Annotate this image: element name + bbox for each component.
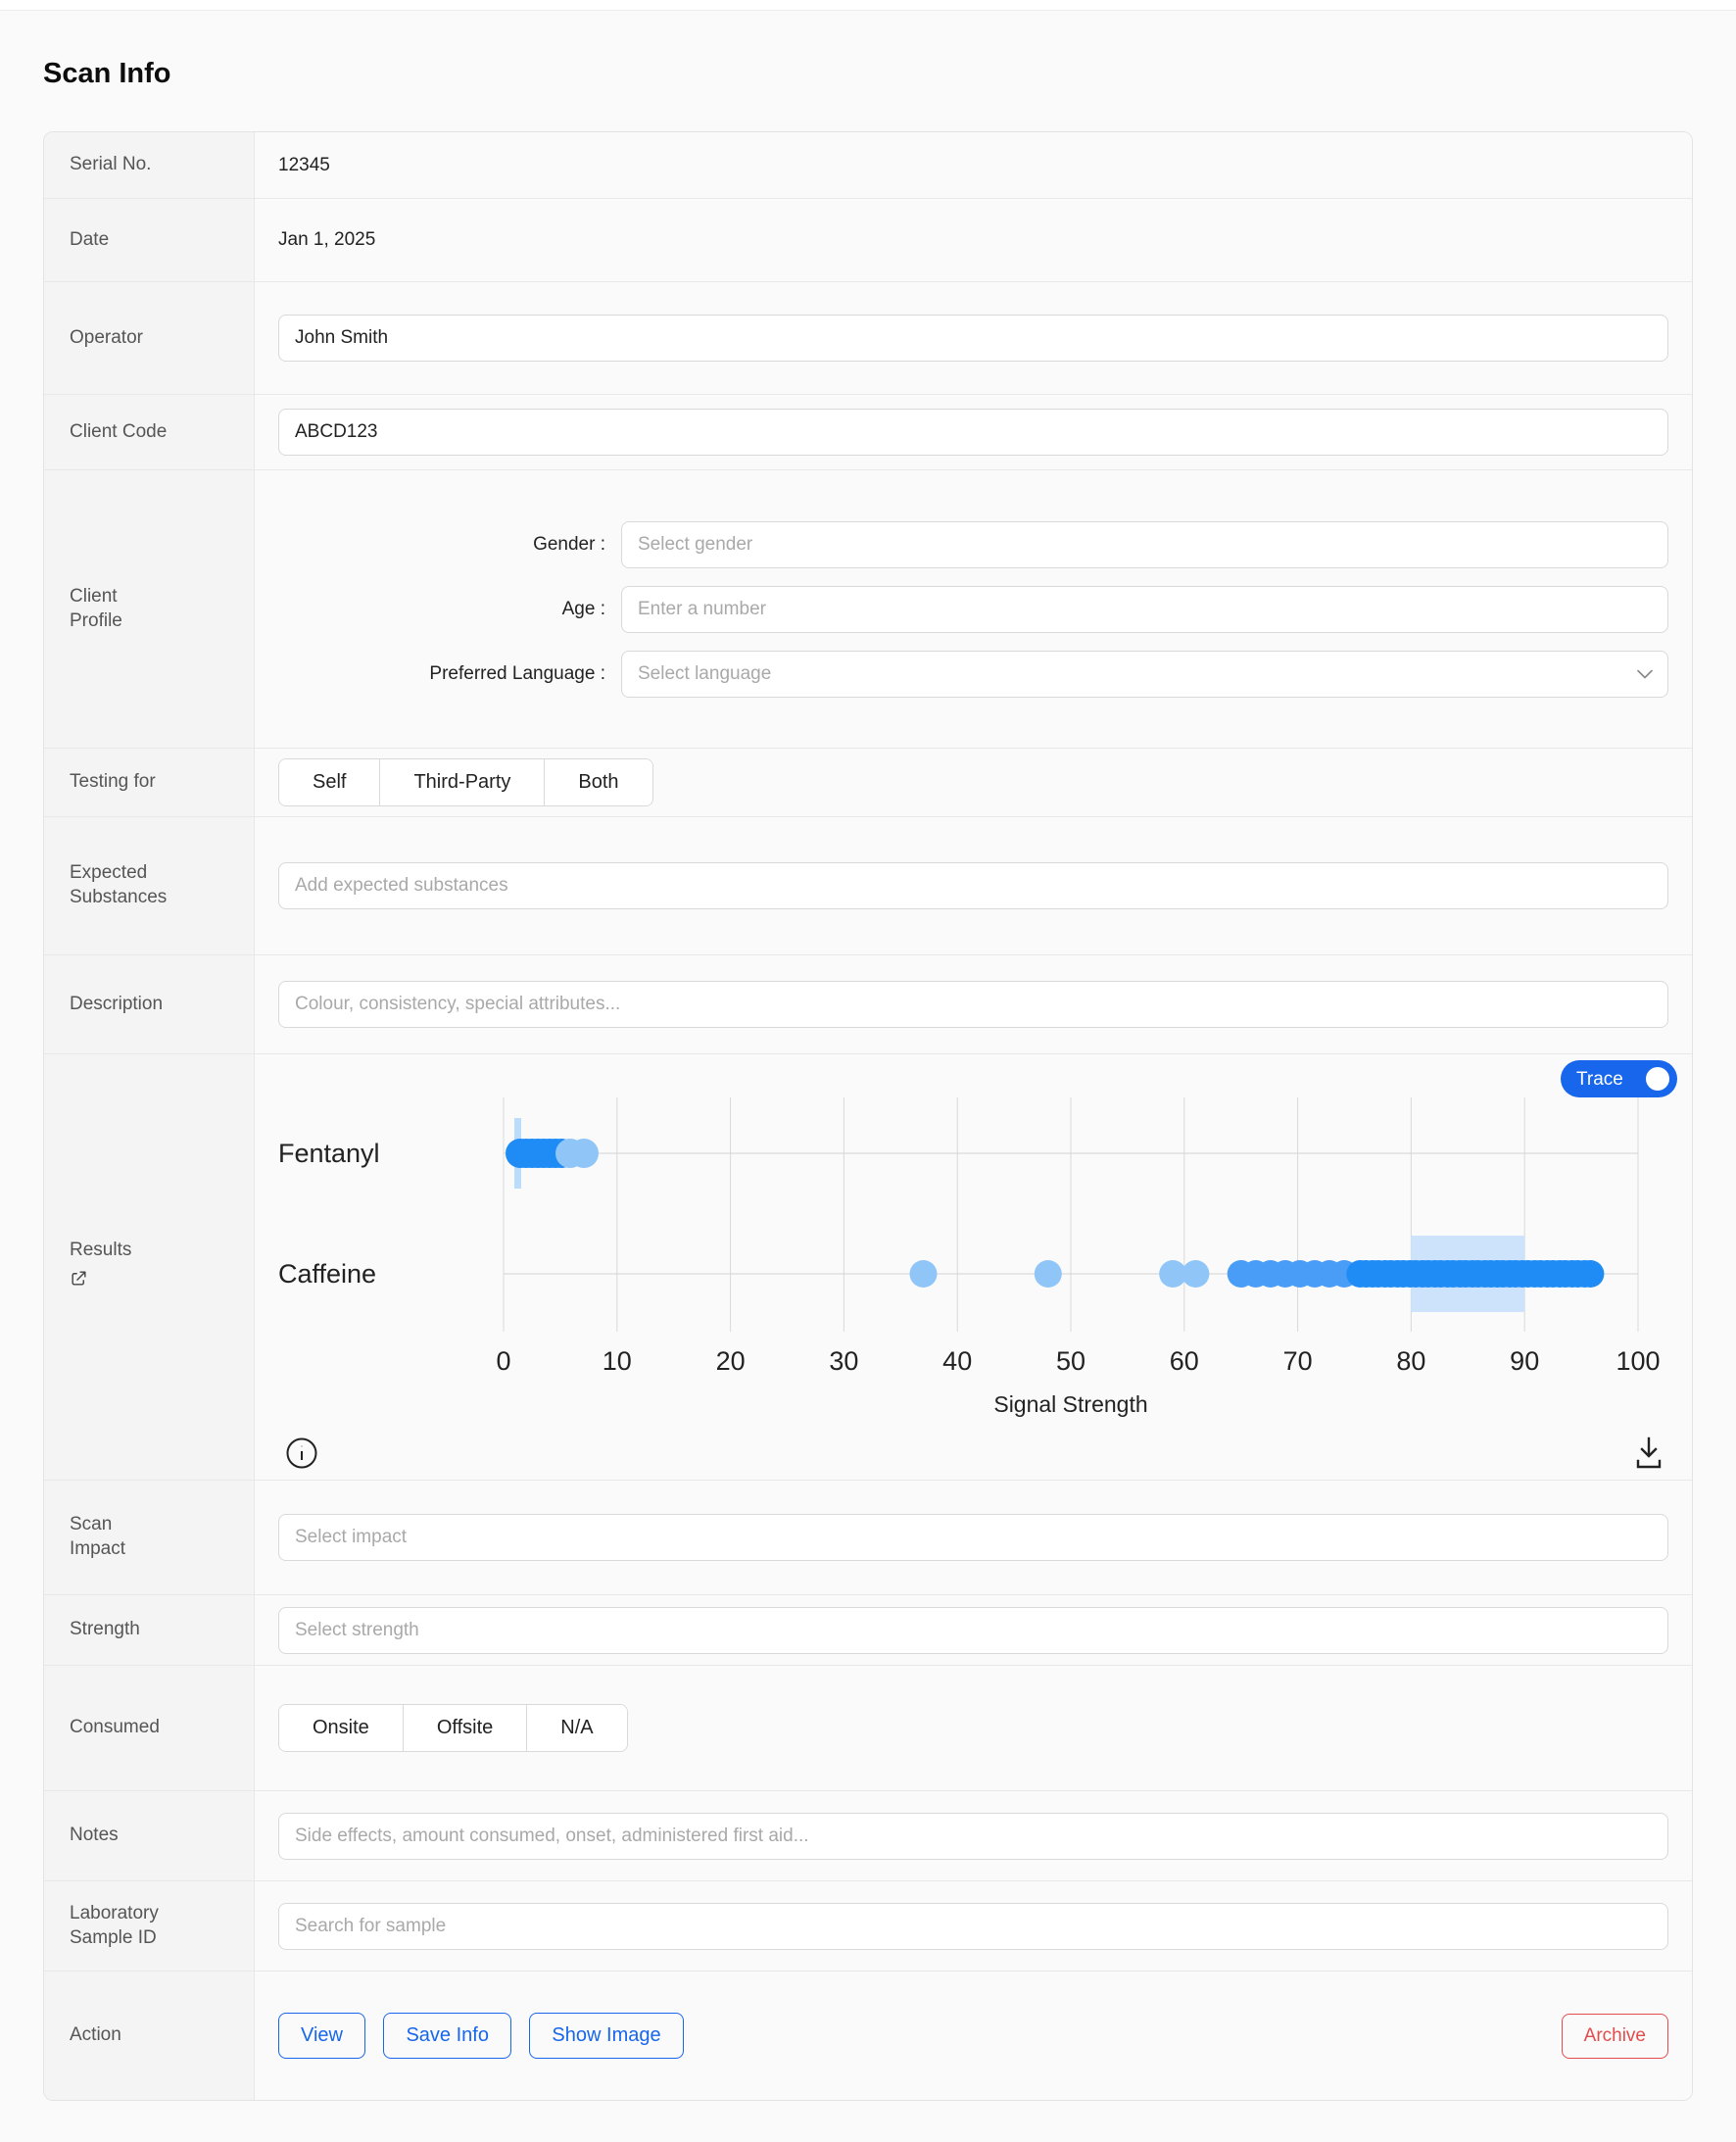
svg-text:60: 60 [1170,1346,1199,1376]
svg-text:20: 20 [716,1346,746,1376]
svg-text:80: 80 [1396,1346,1425,1376]
svg-text:70: 70 [1283,1346,1313,1376]
svg-text:Signal Strength: Signal Strength [993,1391,1147,1417]
svg-text:Caffeine: Caffeine [278,1259,376,1289]
svg-text:Trace: Trace [1576,1069,1623,1090]
svg-text:50: 50 [1056,1346,1085,1376]
svg-text:30: 30 [829,1346,858,1376]
svg-text:40: 40 [942,1346,972,1376]
svg-text:Fentanyl: Fentanyl [278,1139,380,1168]
svg-text:10: 10 [603,1346,632,1376]
svg-text:0: 0 [496,1346,510,1376]
svg-text:100: 100 [1615,1346,1660,1376]
svg-text:90: 90 [1510,1346,1539,1376]
